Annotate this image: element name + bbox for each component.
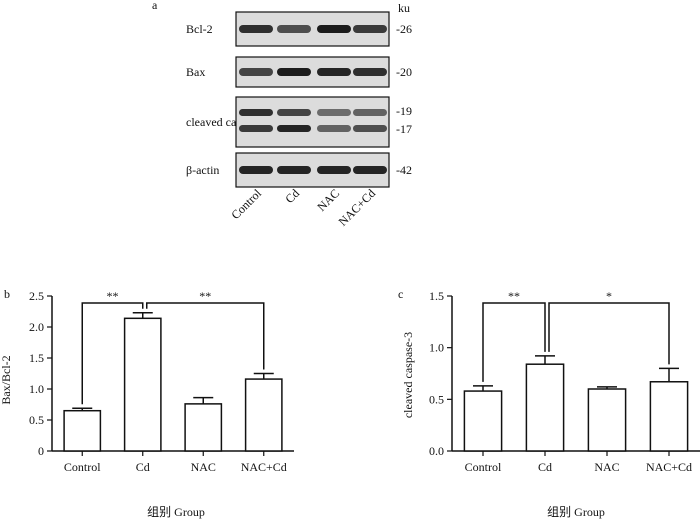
panel-letter-c: c: [398, 287, 403, 301]
x-tick-label: Control: [64, 460, 101, 474]
lane-label: NAC: [314, 186, 342, 214]
lane-label: Control: [228, 186, 264, 222]
x-axis-label: 组别 Group: [547, 505, 605, 519]
protein-band-lower: [317, 125, 351, 132]
protein-band: [353, 25, 387, 33]
y-tick-label: 2.5: [29, 289, 44, 303]
lane-label: NAC+Cd: [336, 186, 379, 229]
protein-band-upper: [277, 109, 311, 116]
protein-band-lower: [277, 125, 311, 132]
bar: [244, 378, 283, 452]
protein-band: [277, 68, 311, 76]
significance-label: **: [199, 289, 211, 303]
protein-band: [277, 166, 311, 174]
blot-row: Bcl-2 -26: [186, 11, 412, 47]
x-tick-label: NAC: [594, 460, 619, 474]
mw-marker: -42: [396, 163, 412, 177]
mw-marker: -19: [396, 104, 412, 118]
blot-box: [235, 96, 390, 148]
bar: [587, 388, 627, 452]
x-tick-label: Cd: [136, 460, 150, 474]
protein-label: Bcl-2: [186, 22, 213, 36]
significance-bracket: [146, 302, 265, 370]
y-tick-label: 1.5: [29, 351, 44, 365]
significance-label: *: [606, 289, 612, 303]
protein-band: [317, 166, 351, 174]
mw-marker: -17: [396, 122, 412, 136]
y-axis-label: Bax/Bcl-2: [0, 355, 13, 404]
x-tick-label: Cd: [538, 460, 552, 474]
y-tick-label: 0.0: [429, 444, 444, 458]
protein-band: [239, 166, 273, 174]
blot-row: β-actin -42: [186, 152, 412, 188]
protein-label: β-actin: [186, 163, 219, 177]
bar: [649, 381, 689, 452]
protein-band-upper: [353, 109, 387, 116]
protein-band: [239, 25, 273, 33]
significance-bracket: [81, 302, 144, 405]
panel-letter-a: a: [152, 0, 158, 12]
significance-label: **: [508, 289, 520, 303]
protein-label: Bax: [186, 65, 205, 79]
significance-bracket: [548, 302, 670, 365]
lane-label: Cd: [282, 186, 302, 206]
mw-marker: -26: [396, 22, 412, 36]
y-tick-label: 1.5: [429, 289, 444, 303]
bax-bcl2-ratio-chart: b Bax/Bcl-2 组别 Group 0 0.5 1.0 1.5 2.0 2.5 Con…: [0, 287, 294, 519]
protein-band-lower: [353, 125, 387, 132]
protein-band: [239, 68, 273, 76]
y-tick-label: 0.5: [429, 392, 444, 406]
protein-band-lower: [239, 125, 273, 132]
bar: [184, 403, 223, 452]
bar: [463, 390, 503, 452]
bar: [63, 409, 102, 452]
x-tick-label: NAC: [191, 460, 216, 474]
protein-band: [317, 68, 351, 76]
panel-letter-b: b: [4, 287, 10, 301]
x-tick-label: NAC+Cd: [241, 460, 287, 474]
molecular-weight-unit: ku: [398, 1, 410, 15]
significance-label: **: [107, 289, 119, 303]
cleaved-caspase3-chart: c cleaved caspase-3 组别 Group 0.0 0.5 1.0 1.…: [398, 287, 700, 519]
blot-row: Bax -20: [186, 56, 412, 88]
protein-band: [317, 25, 351, 33]
bar: [525, 363, 565, 452]
y-axis-label: cleaved caspase-3: [401, 332, 415, 418]
blot-row: cleaved caspase-3-19-17: [186, 96, 412, 148]
x-axis-label: 组别 Group: [147, 505, 205, 519]
protein-band: [353, 68, 387, 76]
x-tick-label: Control: [465, 460, 502, 474]
protein-band-upper: [239, 109, 273, 116]
y-tick-label: 0: [38, 444, 44, 458]
significance-bracket: [482, 302, 546, 382]
x-tick-label: NAC+Cd: [646, 460, 692, 474]
y-tick-label: 1.0: [429, 341, 444, 355]
mw-marker: -20: [396, 65, 412, 79]
western-blot-panel: a ku Bcl-2 -26 Bax -20 cleaved caspase-3-19-…: [152, 0, 412, 229]
protein-band: [353, 166, 387, 174]
y-tick-label: 2.0: [29, 320, 44, 334]
bar: [123, 317, 162, 452]
y-tick-label: 1.0: [29, 382, 44, 396]
protein-band: [277, 25, 311, 33]
protein-band-upper: [317, 109, 351, 116]
y-tick-label: 0.5: [29, 413, 44, 427]
